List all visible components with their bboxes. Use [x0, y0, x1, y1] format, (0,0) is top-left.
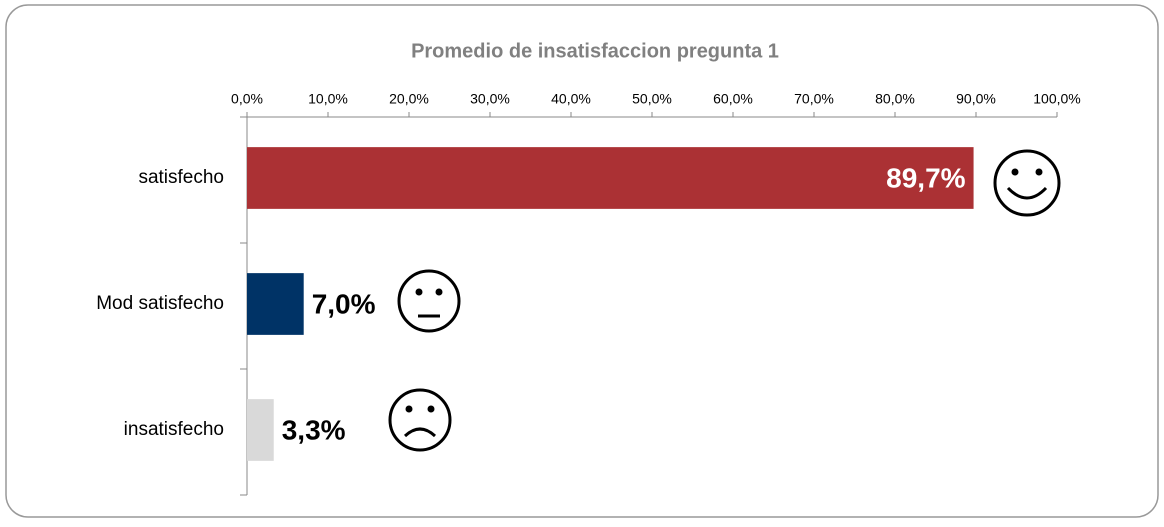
x-tick-label: 90,0%: [956, 91, 996, 107]
chart-title: Promedio de insatisfaccion pregunta 1: [411, 40, 779, 62]
bar: [247, 273, 304, 335]
face-sad: [388, 388, 452, 452]
y-tick-label: insatisfecho: [124, 419, 224, 440]
face-happy: [993, 149, 1061, 217]
x-tick-label: 0,0%: [231, 91, 263, 107]
x-tick-label: 30,0%: [470, 91, 510, 107]
x-tick-label: 40,0%: [551, 91, 591, 107]
bar: [247, 147, 974, 209]
x-tick-label: 100,0%: [1033, 91, 1080, 107]
bar: [247, 399, 274, 461]
x-tick-label: 70,0%: [794, 91, 834, 107]
y-tick-label: satisfecho: [138, 167, 224, 188]
y-tick-label: Mod satisfecho: [96, 293, 224, 314]
x-tick-label: 20,0%: [389, 91, 429, 107]
value-label: 89,7%: [886, 162, 965, 193]
x-tick-label: 50,0%: [632, 91, 672, 107]
x-tick-label: 10,0%: [308, 91, 348, 107]
chart-frame: [5, 4, 1159, 518]
value-label: 7,0%: [312, 288, 376, 319]
x-tick-label: 60,0%: [713, 91, 753, 107]
face-neutral: [397, 269, 461, 333]
value-label: 3,3%: [282, 414, 346, 445]
x-tick-label: 80,0%: [875, 91, 915, 107]
